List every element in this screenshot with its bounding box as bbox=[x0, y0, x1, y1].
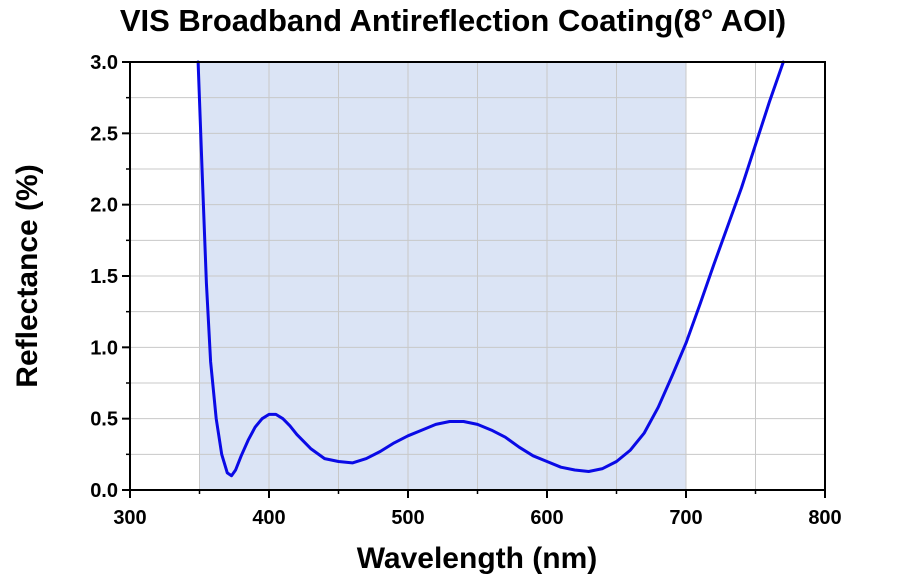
grid-lines bbox=[130, 62, 825, 490]
x-tick-label: 300 bbox=[113, 507, 146, 529]
x-tick-label: 500 bbox=[391, 507, 424, 529]
y-tick-label: 0.0 bbox=[90, 480, 118, 502]
y-axis-label: Reflectance (%) bbox=[11, 164, 44, 387]
x-axis-label: Wavelength (nm) bbox=[357, 542, 598, 575]
y-tick-label: 3.0 bbox=[90, 52, 118, 74]
y-tick-label: 2.0 bbox=[90, 195, 118, 217]
y-tick-label: 1.0 bbox=[90, 337, 118, 359]
x-tick-label: 800 bbox=[808, 507, 841, 529]
x-tick-label: 700 bbox=[669, 507, 702, 529]
y-tick-label: 1.5 bbox=[90, 266, 118, 288]
x-tick-label: 400 bbox=[252, 507, 285, 529]
y-tick-label: 2.5 bbox=[90, 123, 118, 145]
y-tick-label: 0.5 bbox=[90, 409, 118, 431]
x-tick-label: 600 bbox=[530, 507, 563, 529]
chart-title: VIS Broadband Antireflection Coating(8° … bbox=[120, 3, 786, 38]
axis-ticks bbox=[122, 61, 826, 498]
reflectance-curve bbox=[196, 60, 785, 478]
tick-labels: 300 400 500 600 700 800 0.0 0.5 1.0 1.5 2.0 2.5 3.0 bbox=[90, 52, 842, 529]
